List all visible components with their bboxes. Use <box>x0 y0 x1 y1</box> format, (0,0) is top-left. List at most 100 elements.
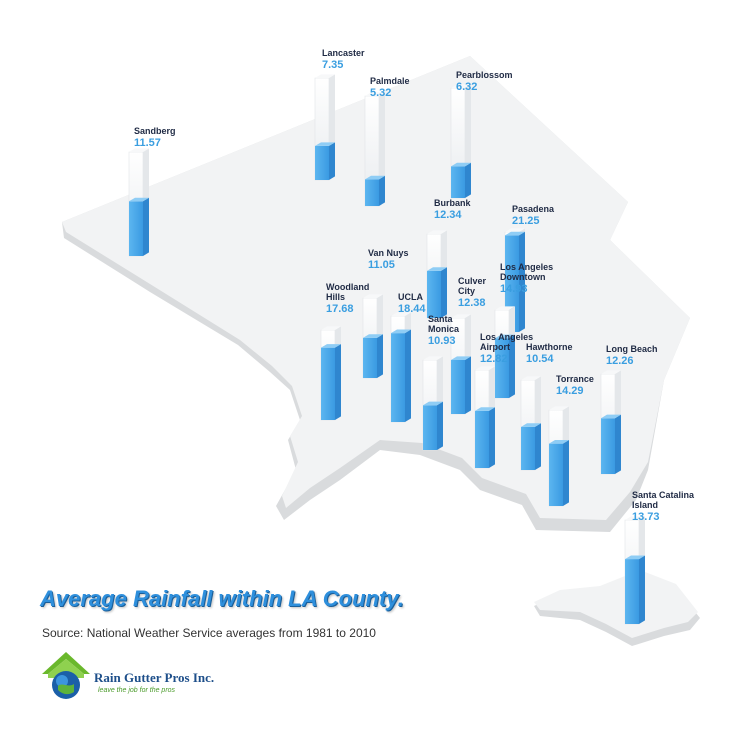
station-name-ucla: UCLA <box>398 292 423 302</box>
bar-los-angeles-airport <box>475 410 489 468</box>
bar-side-burbank <box>441 267 447 318</box>
bar-side-culver-city <box>465 356 471 414</box>
column-santa-monica <box>422 356 443 451</box>
station-value-los-angeles-downtown: 14.93 <box>500 283 528 295</box>
station-name-hawthorne: Hawthorne <box>526 342 573 352</box>
station-name-santa-catalina-island: Island <box>632 500 658 510</box>
station-name-lancaster: Lancaster <box>322 48 365 58</box>
bar-top-los-angeles-airport <box>475 407 495 411</box>
column-pearblossom <box>450 84 471 199</box>
chart-title: Average Rainfall within LA County. <box>40 586 404 611</box>
column-culver-city <box>450 314 471 415</box>
column-top-long-beach <box>601 370 621 374</box>
station-name-los-angeles-downtown: Downtown <box>500 272 546 282</box>
column-top-culver-city <box>451 314 471 318</box>
column-torrance <box>548 406 569 507</box>
station-value-van-nuys: 11.05 <box>368 259 395 271</box>
station-name-culver-city: Culver <box>458 276 487 286</box>
bar-top-los-angeles-downtown <box>495 334 515 339</box>
bar-side-pearblossom <box>465 162 471 198</box>
column-top-los-angeles-airport <box>475 366 495 370</box>
column-top-van-nuys <box>363 294 383 298</box>
bar-side-santa-catalina-island <box>639 555 645 624</box>
bar-culver-city <box>451 359 465 414</box>
bar-top-hawthorne <box>521 423 541 427</box>
station-value-sandberg: 11.57 <box>134 137 161 149</box>
column-top-lancaster <box>315 74 335 78</box>
bar-top-santa-catalina-island <box>625 555 645 560</box>
bar-top-santa-monica <box>423 401 443 406</box>
column-woodland-hills <box>320 326 341 421</box>
column-top-pasadena <box>505 228 525 232</box>
station-value-pasadena: 21.25 <box>512 215 540 227</box>
column-top-burbank <box>427 230 447 234</box>
station-value-ucla: 18.44 <box>398 303 426 315</box>
station-name-los-angeles-downtown: Los Angeles <box>500 262 553 272</box>
bar-sandberg <box>129 201 143 256</box>
bar-top-ucla <box>391 329 411 334</box>
column-ucla <box>390 312 411 423</box>
station-name-santa-catalina-island: Santa Catalina <box>632 490 695 500</box>
bar-side-pasadena <box>519 231 525 332</box>
station-name-pasadena: Pasadena <box>512 204 555 214</box>
station-name-woodland-hills: Woodland <box>326 282 369 292</box>
station-value-los-angeles-airport: 12.82 <box>480 353 508 365</box>
bar-side-woodland-hills <box>335 344 341 420</box>
house-globe-icon <box>42 652 90 699</box>
station-value-woodland-hills: 17.68 <box>326 303 354 315</box>
bar-pearblossom <box>451 166 465 198</box>
column-top-santa-monica <box>423 356 443 360</box>
bar-side-van-nuys <box>377 334 383 378</box>
station-value-burbank: 12.34 <box>434 209 462 221</box>
bar-los-angeles-downtown <box>495 338 509 398</box>
column-top-hawthorne <box>521 376 541 380</box>
bar-side-los-angeles-downtown <box>509 334 515 398</box>
bar-hawthorne <box>521 426 535 470</box>
station-name-torrance: Torrance <box>556 374 594 384</box>
bar-santa-catalina-island <box>625 559 639 624</box>
bar-side-palmdale <box>379 175 385 206</box>
bar-top-palmdale <box>365 175 385 180</box>
column-van-nuys <box>362 294 383 379</box>
station-name-los-angeles-airport: Airport <box>480 342 510 352</box>
rainfall-columns <box>128 74 645 625</box>
bar-long-beach <box>601 418 615 474</box>
station-value-torrance: 14.29 <box>556 385 584 397</box>
column-los-angeles-airport <box>474 366 495 469</box>
bar-top-pasadena <box>505 231 525 236</box>
station-name-los-angeles-airport: Los Angeles <box>480 332 533 342</box>
station-name-santa-monica: Monica <box>428 324 460 334</box>
station-name-van-nuys: Van Nuys <box>368 248 409 258</box>
column-top-ucla <box>391 312 411 316</box>
catalina-top <box>534 570 698 638</box>
column-top-santa-catalina-island <box>625 516 645 520</box>
bar-top-torrance <box>549 440 569 444</box>
column-top-los-angeles-downtown <box>495 306 515 310</box>
bar-top-pearblossom <box>451 162 471 167</box>
station-name-woodland-hills: Hills <box>326 292 345 302</box>
station-value-culver-city: 12.38 <box>458 297 486 309</box>
bar-burbank <box>427 270 441 318</box>
column-top-torrance <box>549 406 569 410</box>
bar-santa-monica <box>423 405 437 450</box>
logo-name: Rain Gutter Pros Inc. <box>94 670 215 685</box>
bar-palmdale <box>365 179 379 206</box>
bar-lancaster <box>315 145 329 180</box>
bar-side-santa-monica <box>437 401 443 450</box>
station-value-palmdale: 5.32 <box>370 87 391 99</box>
station-name-burbank: Burbank <box>434 198 472 208</box>
column-santa-catalina-island <box>624 516 645 625</box>
station-name-culver-city: City <box>458 286 475 296</box>
station-name-long-beach: Long Beach <box>606 344 658 354</box>
